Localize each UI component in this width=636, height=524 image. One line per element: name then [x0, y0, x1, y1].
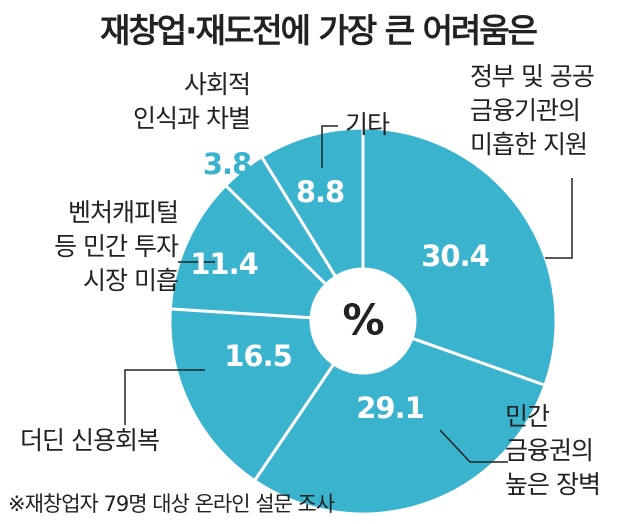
category-label: 정부 및 공공 금융기관의 미흡한 지원 — [470, 62, 595, 159]
value-label: 3.8 — [203, 147, 251, 181]
center-unit: % — [342, 296, 383, 345]
donut-hole — [311, 269, 415, 373]
category-label: 민간 금융권의 높은 장벽 — [505, 402, 601, 499]
value-label: 30.4 — [421, 239, 489, 273]
footnote: ※재창업자 79명 대상 온라인 설문 조사 — [8, 492, 335, 516]
chart-title: 재창업·재도전에 가장 큰 어려움은 — [99, 11, 538, 50]
leader-line — [321, 125, 338, 168]
value-label: 11.4 — [190, 247, 258, 281]
category-label: 사회적 인식과 차별 — [133, 70, 251, 133]
category-label: 기타 — [345, 110, 390, 139]
value-label: 29.1 — [356, 391, 424, 425]
category-label: 벤처캐피털 등 민간 투자 시장 미흡 — [54, 198, 179, 295]
value-label: 16.5 — [224, 339, 292, 373]
leader-line — [545, 178, 573, 259]
leader-line — [439, 429, 508, 463]
leader-line — [124, 369, 205, 425]
category-label: 더딘 신용회복 — [20, 426, 160, 455]
value-label: 8.8 — [296, 175, 344, 209]
leader-lines — [124, 125, 573, 463]
